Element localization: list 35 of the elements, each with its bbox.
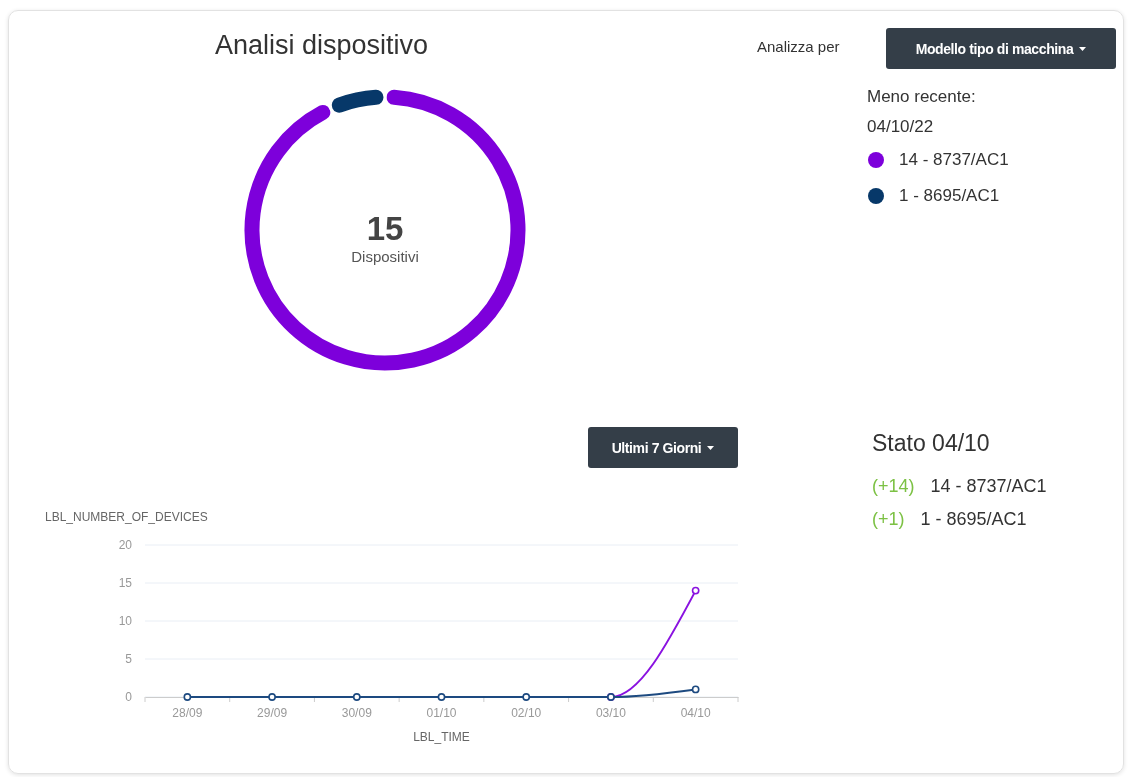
x-tick-label: 03/10 (595, 705, 627, 720)
y-tick-label: 15 (118, 576, 133, 591)
point (352, 693, 361, 701)
point (522, 693, 531, 701)
text: Stato 04/10 (872, 430, 990, 457)
point (183, 693, 192, 701)
x-axis-title: LBL_TIME (413, 730, 470, 744)
text: (+1) (872, 509, 905, 530)
legend-label: 14 - 8737/AC1 (899, 150, 1009, 170)
y-tick-label: 20 (118, 538, 133, 553)
x-tick-label: 30/09 (341, 705, 373, 720)
text: (+14) (872, 476, 915, 497)
point (437, 693, 446, 701)
y-axis-title: LBL_NUMBER_OF_DEVICES (45, 510, 208, 524)
legend-label: 1 - 8695/AC1 (899, 186, 1000, 206)
text: Modello tipo di macchina (915, 40, 1074, 57)
text: Dispositivi (351, 248, 419, 265)
y-tick-label: 10 (118, 614, 133, 629)
legend-title: Meno recente: 04/10/22 (867, 86, 977, 138)
point (691, 685, 700, 694)
text: Ultimi 7 Giorni (611, 439, 702, 456)
text: 15 (366, 210, 404, 247)
y-tick-label: 5 (125, 652, 133, 667)
x-tick-label: 28/09 (172, 705, 203, 720)
text: 1 - 8695/AC1 (920, 509, 1027, 530)
x-tick-label: 29/09 (257, 705, 288, 720)
point (691, 586, 700, 595)
donut-slice (241, 86, 529, 374)
text: Analizza per (757, 38, 840, 55)
x-tick-label: 04/10 (680, 705, 711, 720)
x-tick-label: 02/10 (511, 705, 542, 720)
y-tick-label: 0 (125, 690, 133, 705)
text: 14 - 8737/AC1 (930, 476, 1047, 497)
x-tick-label: 01/10 (426, 705, 457, 720)
chart-title: Analisi dispositivo (215, 30, 429, 61)
